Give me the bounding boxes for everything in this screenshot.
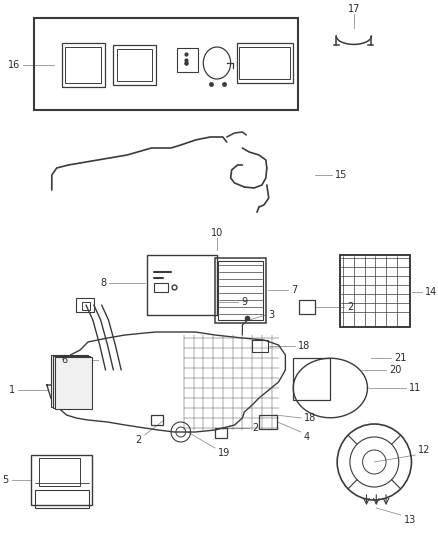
Text: 17: 17	[348, 4, 360, 14]
Bar	[51, 355, 88, 407]
Text: 2: 2	[347, 302, 353, 312]
Text: 18: 18	[304, 413, 316, 423]
Bar	[117, 49, 152, 81]
Bar	[215, 428, 227, 438]
Text: 15: 15	[335, 170, 348, 180]
Text: 2: 2	[135, 435, 142, 445]
Bar	[215, 258, 266, 323]
Bar	[218, 261, 263, 320]
Bar	[293, 358, 330, 400]
Text: 12: 12	[418, 445, 431, 455]
Text: 21: 21	[394, 353, 406, 363]
Bar	[240, 47, 290, 79]
Text: 9: 9	[241, 297, 247, 307]
Text: 6: 6	[61, 355, 67, 365]
Bar	[155, 283, 168, 292]
Text: 16: 16	[8, 60, 21, 70]
Bar	[39, 458, 80, 486]
Text: 5: 5	[3, 475, 9, 485]
Text: 11: 11	[409, 383, 421, 393]
Text: 1: 1	[8, 385, 14, 395]
Bar	[340, 255, 410, 327]
Text: 14: 14	[425, 287, 438, 297]
Bar	[259, 415, 276, 429]
Text: 7: 7	[291, 285, 297, 295]
Bar	[66, 47, 101, 83]
Bar	[55, 357, 92, 409]
Text: 10: 10	[211, 228, 223, 238]
Bar	[113, 45, 156, 85]
Text: 4: 4	[304, 432, 310, 442]
Bar	[340, 255, 410, 327]
Bar	[152, 415, 163, 425]
Bar	[34, 18, 298, 110]
Bar	[31, 455, 92, 505]
Text: 20: 20	[389, 365, 401, 375]
Bar	[82, 302, 90, 310]
Text: 18: 18	[298, 341, 311, 351]
Bar	[76, 298, 94, 312]
Bar	[35, 490, 89, 508]
Text: 13: 13	[404, 515, 416, 525]
Text: 8: 8	[100, 278, 106, 288]
Bar	[177, 48, 198, 72]
Text: 19: 19	[218, 448, 230, 458]
Text: 3: 3	[269, 310, 275, 320]
Bar	[299, 300, 315, 314]
Bar	[62, 43, 105, 87]
Polygon shape	[47, 332, 286, 432]
Text: 2: 2	[252, 423, 258, 433]
Bar	[53, 356, 90, 408]
Bar	[237, 43, 293, 83]
Bar	[147, 255, 217, 315]
Bar	[252, 340, 268, 352]
